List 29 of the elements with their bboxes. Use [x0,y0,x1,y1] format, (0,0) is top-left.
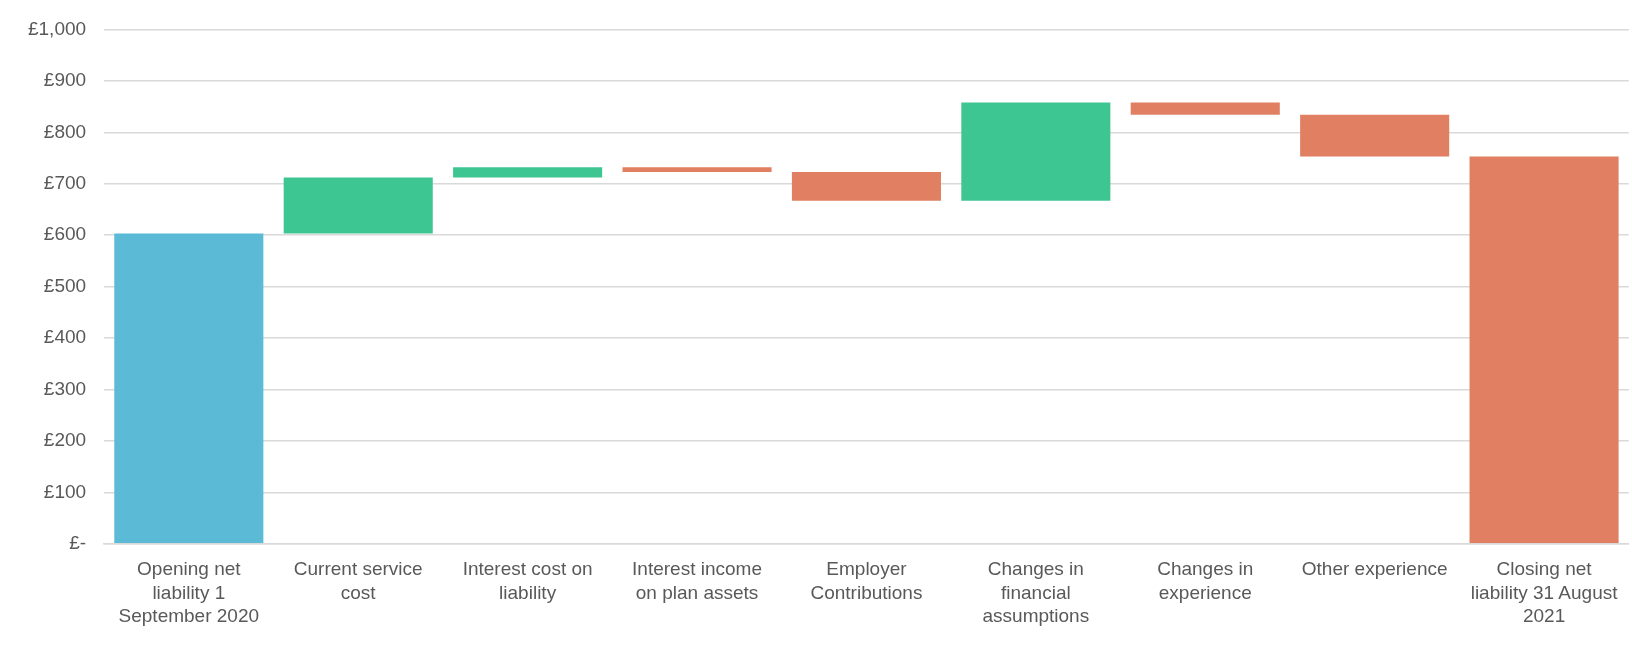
y-tick-label: £400 [43,326,87,348]
x-tick-label: Interest cost on liability [462,557,593,603]
x-tick-label: Employer Contributions [810,557,923,603]
y-tick-label: £600 [43,223,87,245]
bar [1469,156,1619,543]
x-tick-label: Changes in experience [1157,557,1254,603]
bar [1130,102,1280,115]
bar [622,167,772,172]
x-tick-label: Other experience [1301,557,1448,579]
y-tick-label: £200 [43,429,87,451]
x-tick-label: Opening net liability 1 September 2020 [118,557,260,627]
y-tick-label: £800 [43,120,87,142]
x-tick-label: Changes in financial assumptions [982,557,1090,627]
y-tick-label: £- [69,531,87,553]
x-tick-label: Interest income on plan assets [632,557,762,603]
bar [961,102,1111,201]
y-tick-label: £100 [43,480,87,502]
bar [1300,114,1450,157]
y-tick-label: £700 [43,171,87,193]
x-tick-label: Current service cost [293,557,423,603]
bar [114,233,264,543]
bar [283,177,433,234]
y-tick-label: £300 [43,377,87,399]
bar [791,171,941,201]
y-tick-label: £500 [43,274,87,296]
bar [453,167,603,178]
x-tick-label: Closing net liability 31 August 2021 [1470,557,1619,627]
y-tick-label: £900 [43,69,87,91]
y-tick-label: £1,000 [27,17,87,39]
